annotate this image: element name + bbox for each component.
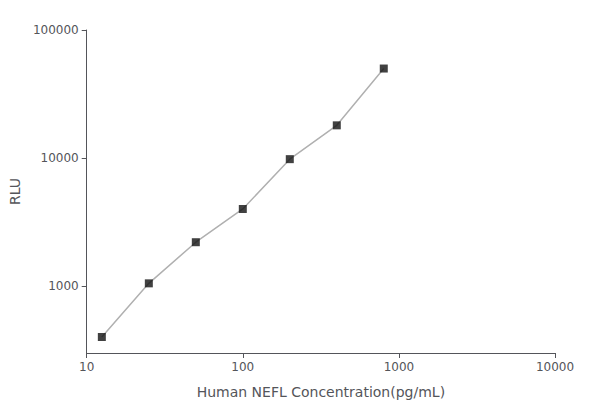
svg-text:RLU: RLU xyxy=(7,178,23,205)
svg-text:1000: 1000 xyxy=(48,279,79,293)
svg-text:Human NEFL Concentration(pg/mL: Human NEFL Concentration(pg/mL) xyxy=(197,384,445,400)
svg-text:100000: 100000 xyxy=(33,23,79,37)
svg-text:100: 100 xyxy=(231,360,254,374)
svg-text:10: 10 xyxy=(79,360,94,374)
svg-text:10000: 10000 xyxy=(536,360,574,374)
svg-text:1000: 1000 xyxy=(384,360,415,374)
svg-text:10000: 10000 xyxy=(41,151,79,165)
